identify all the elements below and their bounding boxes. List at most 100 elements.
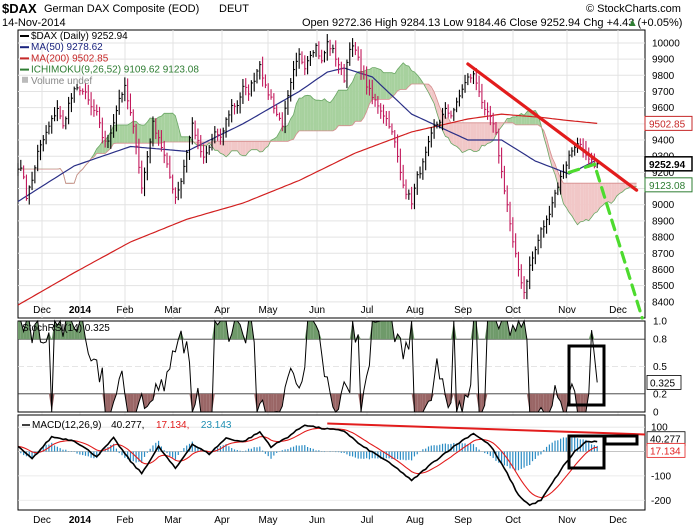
macd-divergence-line — [327, 422, 646, 436]
stochrsi-oversold-fill — [540, 393, 544, 412]
macd-x-tick-label: Oct — [505, 515, 521, 526]
ichimoku-cloud-bull-segment — [358, 71, 362, 122]
stochrsi-overbought-fill — [375, 321, 378, 340]
ichimoku-cloud-bear-segment — [231, 141, 235, 151]
ichimoku-cloud-bull-segment — [186, 136, 190, 142]
ichimoku-cloud-bull-segment — [144, 122, 148, 144]
ichimoku-cloud-bear-segment — [476, 122, 480, 152]
price-value-box — [644, 115, 693, 131]
stochrsi-overbought-fill — [501, 321, 505, 340]
price-x-tick-label: Oct — [505, 305, 521, 316]
ichimoku-cloud-bull-segment — [321, 98, 325, 131]
ichimoku-cloud-bear-segment — [490, 122, 494, 143]
stochrsi-tick-label: 0.5 — [653, 362, 667, 373]
ichimoku-cloud-bull-segment — [276, 132, 280, 142]
stochrsi-oversold-fill — [265, 393, 269, 412]
stochrsi-overbought-fill — [518, 321, 522, 340]
ichimoku-cloud-bull-segment — [417, 74, 421, 84]
ichimoku-cloud-bull-segment — [344, 90, 347, 126]
ichimoku-cloud-bull-segment — [285, 125, 288, 142]
price-tick-label: 9900 — [652, 55, 675, 66]
stochrsi-overbought-fill — [515, 321, 519, 340]
ichimoku-cloud-bull-segment — [304, 95, 308, 131]
ichimoku-cloud-bear-segment — [577, 183, 581, 225]
macd-tick-label: -200 — [651, 496, 671, 507]
ichimoku-cloud-bear-segment — [240, 141, 243, 156]
stochrsi-oversold-fill — [448, 393, 451, 408]
stochrsi-oversold-fill — [206, 393, 210, 412]
price-tick-label: 9700 — [652, 87, 675, 98]
stochrsi-overbought-fill — [313, 321, 317, 340]
ichimoku-cloud-bull-segment — [116, 125, 120, 144]
ichimoku-cloud-bull-segment — [127, 123, 131, 144]
stochrsi-highlight-box — [567, 344, 606, 407]
stochrsi-overbought-fill — [71, 321, 75, 340]
stochrsi-overbought-fill — [504, 321, 508, 340]
ichimoku-cloud-bear-segment — [214, 141, 218, 151]
ichimoku-cloud-bear-segment — [608, 183, 612, 204]
macd-value-label: 40.277 — [650, 435, 681, 446]
ichimoku-cloud-bull-segment — [96, 145, 100, 154]
ichimoku-cloud-bear-segment — [569, 183, 572, 216]
ichimoku-cloud-bull-segment — [155, 117, 159, 144]
macd-legend-item: 40.277, — [111, 420, 144, 431]
ichimoku-cloud-bull-segment — [394, 69, 398, 95]
ichimoku-cloud-bear-segment — [583, 183, 586, 222]
ichimoku-cloud-bull-segment — [147, 118, 151, 144]
stochrsi-overbought-fill — [23, 321, 27, 340]
macd-highlight-box-tab — [603, 434, 639, 446]
macd-tick-label: 100 — [651, 423, 668, 434]
stochrsi-oversold-fill — [557, 393, 561, 402]
price-x-tick-label: Feb — [116, 305, 134, 316]
ichimoku-cloud-bull-segment — [363, 69, 367, 118]
ichimoku-cloud-bull-segment — [130, 121, 134, 144]
ichimoku-cloud-bull-segment — [515, 115, 519, 125]
macd-x-tick-label: Sep — [454, 515, 472, 526]
stochrsi-overbought-fill — [54, 321, 58, 340]
ichimoku-cloud-bull-segment — [400, 62, 404, 90]
price-tick-label: 9800 — [652, 71, 675, 82]
price-value-box — [644, 156, 693, 172]
stochrsi-oversold-fill — [543, 393, 547, 412]
stochrsi-overbought-fill — [248, 321, 252, 340]
stochrsi-oversold-fill — [259, 393, 263, 404]
price-x-tick-label: Dec — [33, 305, 51, 316]
ichimoku-cloud-bull-segment — [102, 140, 106, 154]
stochrsi-overbought-fill — [223, 321, 227, 340]
stochrsi-oversold-fill — [203, 393, 207, 412]
price-value-label: 9252.94 — [649, 160, 686, 171]
stochrsi-tick-label: 0.2 — [653, 389, 667, 400]
price-tick-label: 9600 — [652, 103, 675, 114]
macd-highlight-box — [567, 434, 606, 470]
stochrsi-oversold-fill — [583, 393, 586, 412]
ichimoku-cloud-bull-segment — [406, 65, 409, 90]
macd-x-tick-label: Dec — [33, 515, 51, 526]
ichimoku-cloud-bull-segment — [150, 118, 153, 144]
ichimoku-cloud-bear-segment — [597, 183, 600, 212]
price-panel-frame — [17, 29, 646, 319]
stochrsi-overbought-fill — [394, 334, 398, 340]
stochrsi-overbought-fill — [220, 321, 224, 340]
ichimoku-cloud-bull-segment — [335, 90, 339, 130]
stochrsi-overbought-fill — [380, 321, 384, 340]
legend-swatch — [22, 76, 28, 83]
stochrsi-value-label: 0.325 — [650, 378, 675, 389]
stochrsi-overbought-fill — [65, 321, 69, 340]
price-legend-item: $DAX (Daily) 9252.94 — [31, 31, 128, 42]
ichimoku-cloud-bear-segment — [256, 141, 260, 152]
ichimoku-cloud-bear-segment — [594, 183, 598, 214]
macd-x-tick-label: May — [259, 515, 278, 526]
price-legend-item: MA(200) 9502.85 — [31, 53, 109, 64]
ichimoku-cloud-bull-segment — [389, 72, 392, 100]
stochrsi-overbought-fill — [214, 321, 218, 340]
ichimoku-cloud-bull-segment — [99, 141, 103, 154]
macd-legend-item: 17.134, — [156, 420, 189, 431]
macd-x-tick-label: 2014 — [69, 515, 92, 526]
stochrsi-oversold-fill — [549, 393, 553, 412]
stochrsi-oversold-fill — [580, 393, 584, 412]
price-value-label: 9502.85 — [649, 119, 686, 130]
ichimoku-cloud-bear-segment — [450, 122, 454, 146]
ichimoku-cloud-bull-segment — [316, 100, 319, 131]
ichimoku-cloud-bear-segment — [448, 118, 451, 144]
